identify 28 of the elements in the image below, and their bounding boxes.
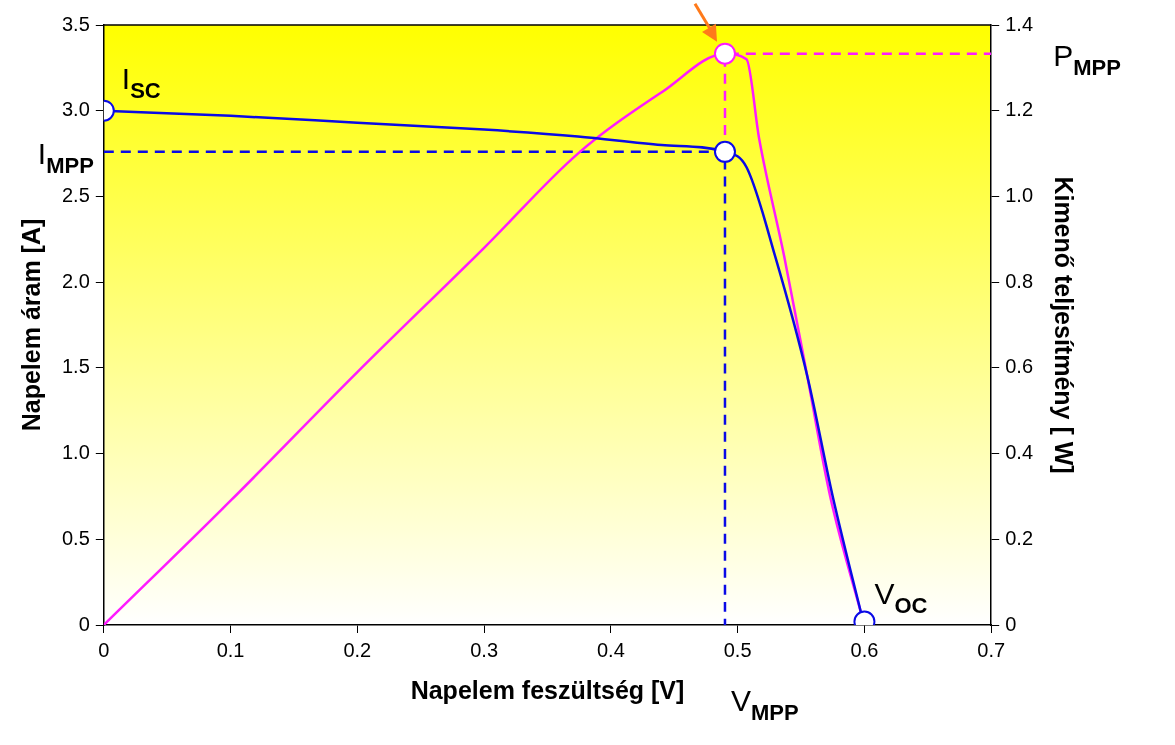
y2-tick-label: 1.4 bbox=[1005, 12, 1034, 35]
y2-tick-label: 1.0 bbox=[1005, 183, 1034, 206]
x-tick-label: 0.3 bbox=[470, 638, 499, 661]
y2-tick-label: 1.2 bbox=[1005, 98, 1034, 121]
y-tick-label: 0.5 bbox=[61, 526, 90, 549]
y-axis-title: Napelem áram [A] bbox=[16, 218, 45, 432]
x-axis-title: Napelem feszültség [V] bbox=[410, 675, 685, 704]
y-tick-label: 1.5 bbox=[61, 355, 90, 378]
x-tick-label: 0.4 bbox=[596, 638, 625, 661]
y2-tick-label: 0 bbox=[1005, 612, 1017, 635]
y2-tick-label: 0.8 bbox=[1005, 269, 1034, 292]
x-tick-label: 0.6 bbox=[850, 638, 879, 661]
x-tick-label: 0.2 bbox=[343, 638, 372, 661]
x-tick-label: 0 bbox=[98, 638, 110, 661]
y-tick-label: 3.5 bbox=[61, 12, 90, 35]
y-tick-label: 1.0 bbox=[61, 441, 90, 464]
y2-tick-label: 0.2 bbox=[1005, 526, 1034, 549]
x-tick-label: 0.5 bbox=[723, 638, 752, 661]
y2-tick-label: 0.4 bbox=[1005, 441, 1034, 464]
y-tick-label: 0 bbox=[78, 612, 90, 635]
y2-tick-label: 0.6 bbox=[1005, 355, 1034, 378]
y-tick-label: 2.5 bbox=[61, 183, 90, 206]
x-tick-label: 0.1 bbox=[216, 638, 245, 661]
x-tick-label: 0.7 bbox=[977, 638, 1006, 661]
y-tick-label: 2.0 bbox=[61, 269, 90, 292]
point bbox=[713, 140, 736, 163]
y-tick-label: 3.0 bbox=[61, 98, 90, 121]
y2-axis-title: Kimenő teljesítmény [ W] bbox=[1050, 176, 1079, 474]
